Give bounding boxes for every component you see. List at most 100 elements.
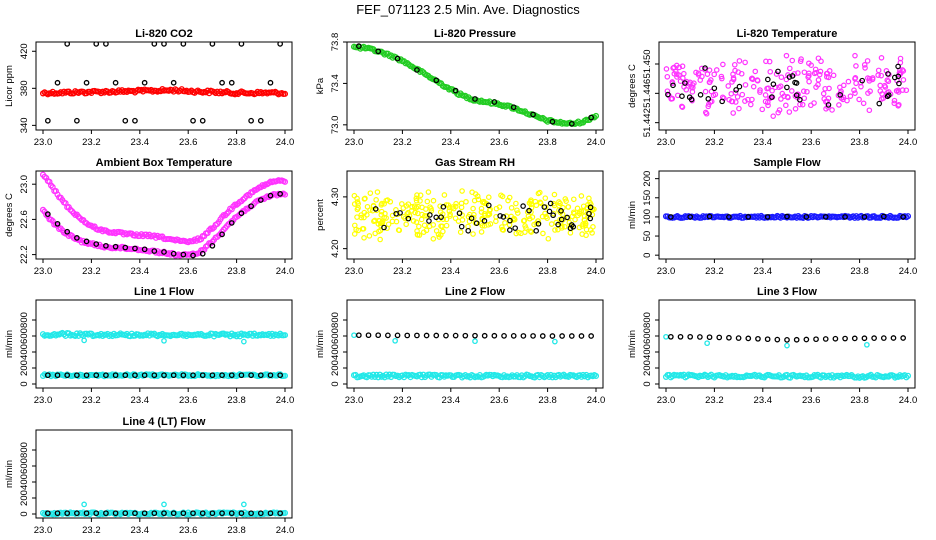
- data-point: [885, 71, 891, 77]
- data-point: [552, 227, 558, 233]
- data-point: [815, 77, 822, 83]
- data-point: [190, 510, 196, 517]
- data-point: [548, 221, 555, 227]
- data-point: [455, 218, 462, 224]
- data-point: [537, 199, 543, 206]
- data-point: [170, 250, 177, 257]
- y-axis-label: ml/min: [4, 330, 15, 358]
- x-tick-label: 23.6: [802, 395, 821, 406]
- data-point: [209, 42, 216, 47]
- data-point: [900, 335, 907, 341]
- data-point: [702, 65, 708, 71]
- data-point: [860, 100, 867, 107]
- data-point: [355, 43, 362, 49]
- data-point: [884, 93, 891, 100]
- y-tick-label: 0: [330, 381, 341, 386]
- data-point: [671, 64, 677, 71]
- panel-1: Li-820 CO2 Licor ppm 23.0 23.2 23.4 23.6 23.8 2…: [4, 28, 294, 148]
- data-point: [403, 221, 409, 228]
- data-point: [878, 72, 885, 79]
- data-point: [199, 372, 206, 379]
- data-point: [775, 68, 781, 75]
- data-point: [414, 192, 420, 198]
- data-point: [578, 193, 585, 199]
- data-point: [478, 229, 485, 235]
- data-point: [436, 234, 443, 240]
- panel-title: Line 4 (LT) Flow: [123, 416, 206, 428]
- data-layer: [39, 42, 289, 124]
- series-black-3: [44, 191, 284, 259]
- data-point: [693, 69, 699, 76]
- data-point: [587, 215, 594, 222]
- data-point: [784, 84, 790, 91]
- data-point: [716, 334, 723, 341]
- data-point: [586, 210, 592, 217]
- data-point: [900, 77, 907, 83]
- series-black-2: [44, 42, 284, 124]
- data-point: [447, 211, 453, 218]
- data-point: [523, 225, 529, 231]
- data-point: [93, 42, 100, 47]
- data-point: [665, 91, 671, 98]
- x-tick-label: 23.4: [131, 395, 150, 406]
- data-point: [533, 228, 539, 234]
- data-point: [865, 90, 871, 96]
- data-point: [559, 333, 565, 339]
- data-point: [161, 501, 167, 508]
- data-point: [424, 213, 430, 219]
- data-point: [267, 79, 274, 86]
- data-point: [281, 178, 289, 185]
- x-tick-label: 23.4: [442, 137, 461, 148]
- data-point: [281, 90, 289, 97]
- data-point: [893, 88, 900, 94]
- data-point: [190, 372, 196, 379]
- panel-5: Gas Stream RH percent 23.0 23.2 23.4 23.6 23.8…: [315, 157, 605, 277]
- y-tick-label: 200: [19, 360, 30, 376]
- data-point: [730, 75, 737, 81]
- data-point: [549, 333, 556, 339]
- data-point: [422, 212, 428, 219]
- panel-title: Line 2 Flow: [445, 286, 505, 298]
- data-point: [535, 218, 541, 224]
- data-point: [452, 332, 459, 339]
- data-point: [702, 109, 709, 116]
- data-point: [433, 332, 440, 339]
- data-point: [526, 215, 533, 222]
- data-point: [468, 215, 475, 222]
- data-point: [365, 332, 372, 339]
- data-point: [878, 54, 885, 61]
- data-point: [832, 335, 839, 342]
- data-layer: [39, 501, 289, 518]
- data-point: [362, 195, 368, 202]
- data-point: [592, 112, 600, 119]
- data-point: [513, 200, 519, 207]
- y-tick-label: 200: [642, 171, 653, 187]
- data-point: [228, 206, 235, 213]
- x-tick-label: 23.8: [227, 525, 246, 536]
- x-tick-label: 23.2: [705, 266, 724, 277]
- data-point: [668, 96, 674, 102]
- data-point: [463, 198, 469, 205]
- data-point: [93, 510, 100, 517]
- data-point: [900, 214, 907, 220]
- panel-3: Li-820 Temperature degrees C 23.0 23.2 23.4 2…: [627, 28, 917, 148]
- data-point: [190, 117, 196, 124]
- data-point: [895, 63, 901, 70]
- data-point: [871, 335, 877, 342]
- data-point: [228, 79, 235, 86]
- x-tick-label: 23.6: [179, 137, 198, 148]
- data-point: [397, 210, 403, 216]
- data-point: [759, 106, 766, 113]
- data-point: [241, 501, 247, 508]
- data-point: [371, 218, 377, 225]
- data-point: [885, 78, 892, 85]
- data-point: [866, 107, 873, 114]
- data-layer: [350, 332, 600, 381]
- data-point: [354, 206, 361, 213]
- data-point: [725, 83, 732, 89]
- data-point: [209, 242, 216, 249]
- data-point: [277, 372, 284, 379]
- data-point: [458, 223, 465, 230]
- data-point: [545, 235, 552, 242]
- y-tick-label: 400: [19, 344, 30, 360]
